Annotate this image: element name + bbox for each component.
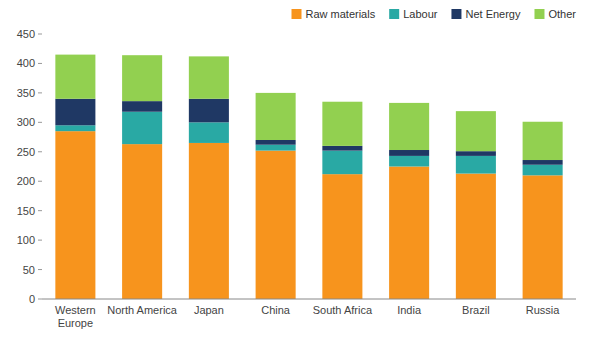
- bar-segment: [456, 156, 496, 174]
- bar-segment: [256, 145, 296, 151]
- y-tick: [38, 63, 42, 64]
- bar-segment: [256, 151, 296, 299]
- x-tick-label: India: [397, 304, 422, 316]
- x-tick-label-line: China: [261, 304, 291, 316]
- x-tick-label-line: Western: [55, 304, 96, 316]
- y-tick-label: 150: [17, 205, 35, 217]
- bar-segment: [122, 101, 162, 112]
- legend-label: Raw materials: [306, 8, 376, 20]
- bar-segment: [189, 99, 229, 123]
- legend-swatch: [389, 9, 399, 19]
- y-tick-label: 350: [17, 87, 35, 99]
- bar-segment: [389, 103, 429, 150]
- bar-segment: [189, 143, 229, 299]
- bar-segment: [322, 102, 362, 146]
- x-tick-label: Russia: [526, 304, 561, 316]
- x-tick-label: North America: [107, 304, 178, 316]
- legend-swatch: [451, 9, 461, 19]
- y-tick-label: 300: [17, 116, 35, 128]
- bar-segment: [322, 146, 362, 151]
- y-tick: [38, 122, 42, 123]
- bar-segment: [122, 144, 162, 299]
- y-tick: [38, 269, 42, 270]
- bar-segment: [523, 160, 563, 165]
- legend-label: Labour: [403, 8, 438, 20]
- x-tick-label-line: Japan: [194, 304, 224, 316]
- bar-segment: [122, 55, 162, 101]
- legend-label: Other: [548, 8, 576, 20]
- y-tick-label: 100: [17, 234, 35, 246]
- x-axis-line: [42, 299, 576, 300]
- y-tick: [38, 210, 42, 211]
- legend: Raw materials Labour Net Energy Other: [292, 8, 577, 20]
- y-tick: [38, 92, 42, 93]
- bar-segment: [55, 125, 95, 131]
- bar-segment: [55, 99, 95, 126]
- bar-segment: [189, 122, 229, 143]
- bar-segment: [389, 150, 429, 156]
- bar-segment: [256, 140, 296, 145]
- bar-segment: [189, 56, 229, 98]
- x-tick-label: Japan: [194, 304, 224, 316]
- x-tick-label-line: Europe: [58, 317, 93, 329]
- bar-segment: [523, 175, 563, 299]
- bar-segment: [389, 167, 429, 300]
- bar-segment: [456, 111, 496, 151]
- legend-label: Net Energy: [465, 8, 521, 20]
- y-tick-label: 400: [17, 57, 35, 69]
- x-tick-label-line: India: [397, 304, 422, 316]
- legend-swatch: [534, 9, 544, 19]
- y-tick: [38, 151, 42, 152]
- bar-segment: [256, 93, 296, 140]
- y-tick-label: 200: [17, 175, 35, 187]
- x-tick-label: China: [261, 304, 291, 316]
- bar-segment: [55, 55, 95, 99]
- y-tick: [38, 181, 42, 182]
- bar-segment: [523, 165, 563, 176]
- bars: [55, 55, 562, 299]
- bar-segment: [456, 174, 496, 299]
- y-tick-label: 50: [23, 264, 35, 276]
- y-axis: 0 50 100 150 200 250 300 350 400 450: [17, 28, 42, 305]
- bar-segment: [322, 174, 362, 299]
- y-tick: [38, 240, 42, 241]
- y-tick-label: 450: [17, 28, 35, 40]
- bar-segment: [322, 151, 362, 175]
- bar-segment: [523, 122, 563, 160]
- bar-segment: [456, 151, 496, 156]
- bar-segment: [389, 156, 429, 167]
- bar-segment: [122, 112, 162, 144]
- y-tick: [38, 34, 42, 35]
- y-tick-label: 0: [29, 293, 35, 305]
- x-tick-label-line: South Africa: [313, 304, 373, 316]
- x-tick-label-line: Brazil: [462, 304, 490, 316]
- legend-swatch: [292, 9, 302, 19]
- x-tick-label: South Africa: [313, 304, 373, 316]
- x-axis: WesternEurope North America Japan China Sout…: [42, 299, 576, 329]
- y-tick: [38, 299, 42, 300]
- chart: 0 50 100 150 200 250 300 350 400 450 WesternEurope…: [0, 0, 590, 339]
- x-tick-label: WesternEurope: [55, 304, 96, 329]
- x-tick-label-line: North America: [107, 304, 178, 316]
- x-tick-label: Brazil: [462, 304, 490, 316]
- bar-segment: [55, 131, 95, 299]
- x-tick-label-line: Russia: [526, 304, 561, 316]
- y-tick-label: 250: [17, 146, 35, 158]
